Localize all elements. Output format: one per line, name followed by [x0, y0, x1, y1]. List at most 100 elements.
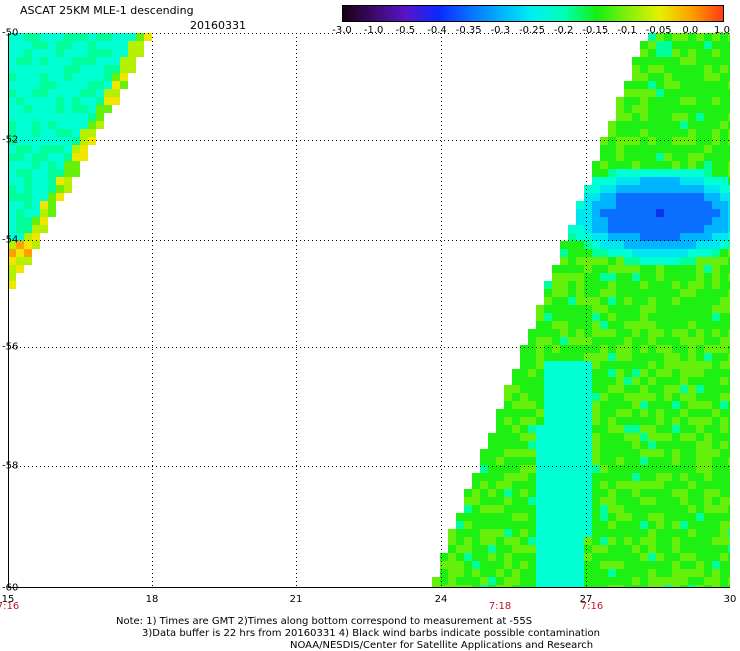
data-cell — [592, 289, 600, 297]
data-cell — [656, 449, 664, 457]
data-cell — [680, 377, 688, 385]
data-cell — [568, 273, 576, 281]
data-cell — [632, 177, 640, 185]
data-cell — [584, 345, 592, 353]
data-cell — [496, 537, 504, 545]
data-cell — [712, 465, 720, 473]
data-cell — [24, 193, 32, 201]
data-cell — [480, 497, 488, 505]
data-cell — [664, 393, 672, 401]
data-cell — [120, 49, 128, 57]
note-line-1: Note: 1) Times are GMT 2)Times along bot… — [116, 616, 533, 627]
data-cell — [528, 417, 536, 425]
data-cell — [672, 65, 680, 73]
data-cell — [704, 473, 712, 481]
data-cell — [720, 561, 728, 569]
data-cell — [720, 505, 728, 513]
data-cell — [80, 81, 88, 89]
data-cell — [8, 169, 16, 177]
data-cell — [608, 409, 616, 417]
data-cell — [640, 377, 648, 385]
data-cell — [544, 449, 552, 457]
data-cell — [712, 257, 720, 265]
data-cell — [712, 297, 720, 305]
data-cell — [632, 505, 640, 513]
data-cell — [608, 449, 616, 457]
data-cell — [664, 537, 672, 545]
data-cell — [608, 441, 616, 449]
data-cell — [528, 377, 536, 385]
data-cell — [720, 305, 728, 313]
data-cell — [112, 73, 120, 81]
data-cell — [440, 553, 448, 561]
data-cell — [128, 41, 136, 49]
data-cell — [488, 545, 496, 553]
data-cell — [608, 553, 616, 561]
data-cell — [600, 393, 608, 401]
data-cell — [536, 521, 544, 529]
data-cell — [40, 65, 48, 73]
data-cell — [456, 577, 464, 585]
data-cell — [96, 97, 104, 105]
data-cell — [608, 521, 616, 529]
data-cell — [592, 553, 600, 561]
data-cell — [592, 577, 600, 585]
data-cell — [608, 281, 616, 289]
data-cell — [664, 441, 672, 449]
data-cell — [520, 497, 528, 505]
data-cell — [672, 465, 680, 473]
data-cell — [728, 193, 730, 201]
data-cell — [584, 257, 592, 265]
data-cell — [48, 185, 56, 193]
data-cell — [48, 57, 56, 65]
data-cell — [600, 361, 608, 369]
data-cell — [88, 41, 96, 49]
data-cell — [584, 337, 592, 345]
data-cell — [632, 105, 640, 113]
data-cell — [560, 345, 568, 353]
data-cell — [32, 161, 40, 169]
data-cell — [32, 145, 40, 153]
data-cell — [640, 585, 648, 588]
data-cell — [688, 121, 696, 129]
data-cell — [456, 585, 464, 588]
data-cell — [720, 377, 728, 385]
data-cell — [680, 545, 688, 553]
data-cell — [624, 129, 632, 137]
data-cell — [704, 345, 712, 353]
data-cell — [680, 257, 688, 265]
data-cell — [40, 161, 48, 169]
data-cell — [584, 545, 592, 553]
data-cell — [696, 449, 704, 457]
data-cell — [680, 193, 688, 201]
data-cell — [664, 345, 672, 353]
swath-map — [8, 33, 730, 588]
data-cell — [584, 497, 592, 505]
data-cell — [640, 561, 648, 569]
data-cell — [672, 233, 680, 241]
data-cell — [464, 497, 472, 505]
data-cell — [616, 161, 624, 169]
data-cell — [696, 425, 704, 433]
data-cell — [24, 97, 32, 105]
data-cell — [672, 433, 680, 441]
data-cell — [624, 481, 632, 489]
data-cell — [472, 497, 480, 505]
data-cell — [64, 33, 72, 41]
data-cell — [432, 577, 440, 585]
data-cell — [472, 521, 480, 529]
data-cell — [496, 585, 504, 588]
data-cell — [672, 385, 680, 393]
data-cell — [584, 473, 592, 481]
data-cell — [632, 193, 640, 201]
data-cell — [624, 353, 632, 361]
data-cell — [648, 113, 656, 121]
data-cell — [552, 369, 560, 377]
data-cell — [600, 337, 608, 345]
data-cell — [680, 489, 688, 497]
data-cell — [576, 385, 584, 393]
data-cell — [16, 121, 24, 129]
data-cell — [576, 273, 584, 281]
data-cell — [720, 409, 728, 417]
data-cell — [464, 505, 472, 513]
